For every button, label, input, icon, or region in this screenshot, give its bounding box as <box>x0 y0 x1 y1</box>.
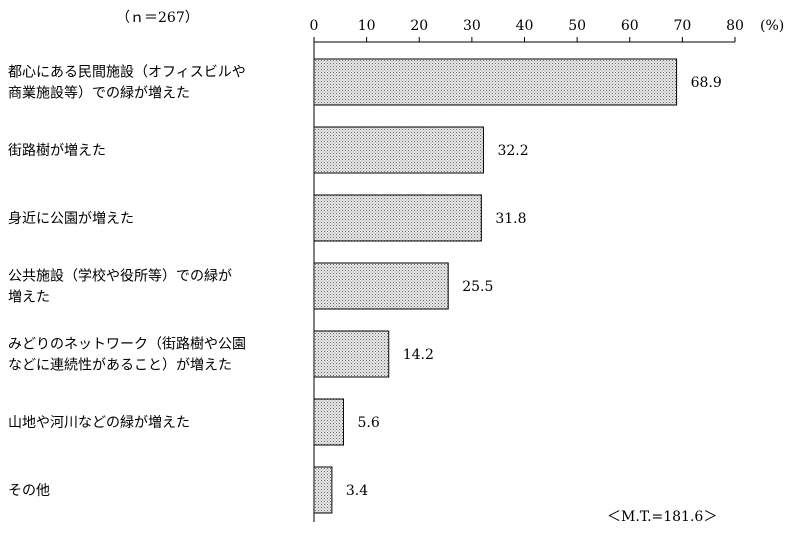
bar <box>313 466 333 514</box>
bar-value-label: 3.4 <box>346 483 368 499</box>
category-label: 商業施設等）での緑が増えた <box>8 85 190 102</box>
category-label: 街路樹が増えた <box>8 143 106 159</box>
bar-value-label: 14.2 <box>403 347 434 363</box>
sample-size-note: （ｎ＝267） <box>116 10 199 26</box>
x-tick-label: 80 <box>726 18 744 34</box>
x-tick-label: 0 <box>310 18 319 34</box>
unit-label: (%) <box>760 18 784 34</box>
x-axis: 0 10 20 30 40 50 60 70 80 <box>310 18 744 522</box>
x-tick-label: 70 <box>673 18 691 34</box>
category-label: 山地や河川などの緑が増えた <box>8 415 190 431</box>
x-tick-label: 50 <box>568 18 586 34</box>
x-tick-label: 30 <box>463 18 481 34</box>
category-label: その他 <box>8 483 50 499</box>
bar-value-label: 5.6 <box>357 415 379 431</box>
bar <box>313 58 678 106</box>
bars: 68.9 32.2 31.8 25.5 14.2 5.6 3.4 <box>313 58 722 514</box>
mt-footnote: ＜M.T.=181.6＞ <box>607 509 717 525</box>
bar <box>313 194 482 242</box>
x-tick-label: 20 <box>410 18 428 34</box>
x-tick-label: 10 <box>358 18 376 34</box>
bar <box>313 262 449 310</box>
bar <box>313 398 344 446</box>
category-label: 都心にある民間施設（オフィスビルや <box>8 65 246 81</box>
bar-value-label: 31.8 <box>495 211 526 227</box>
bar <box>313 330 390 378</box>
category-label: みどりのネットワーク（街路樹や公園 <box>8 337 246 353</box>
bar-value-label: 68.9 <box>691 75 722 91</box>
category-label: などに連続性があること）が増えた <box>8 357 232 374</box>
bar <box>313 126 484 174</box>
category-label: 増えた <box>8 290 50 306</box>
x-tick-label: 60 <box>621 18 639 34</box>
category-label: 公共施設（学校や役所等）での緑が <box>8 268 232 285</box>
bar-value-label: 25.5 <box>462 279 493 295</box>
category-labels: 都心にある民間施設（オフィスビルや商業施設等）での緑が増えた街路樹が増えた身近に… <box>8 65 246 500</box>
x-tick-label: 40 <box>516 18 534 34</box>
category-label: 身近に公園が増えた <box>8 211 134 227</box>
bar-value-label: 32.2 <box>497 143 528 159</box>
